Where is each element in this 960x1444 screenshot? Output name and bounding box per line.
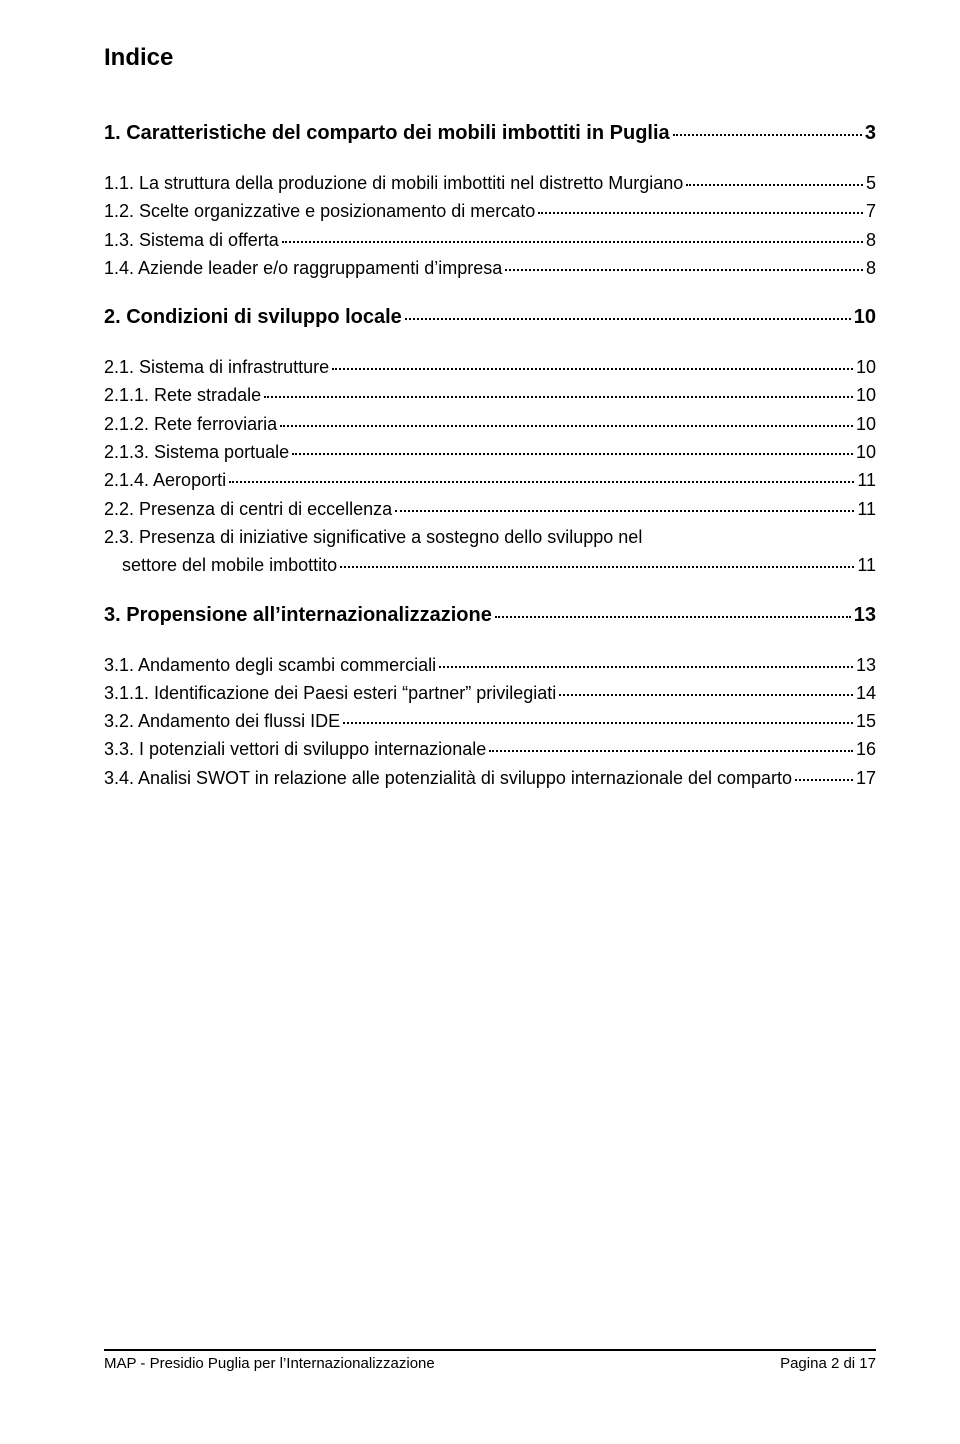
toc-label: 2.3. Presenza di iniziative significativ… [104,525,642,549]
toc-page: 14 [856,681,876,705]
toc-leader [280,425,853,427]
toc-page: 16 [856,737,876,761]
toc-label: 3.2. Andamento dei flussi IDE [104,709,340,733]
footer-divider [104,1349,876,1351]
toc-item-2-2: 2.2. Presenza di centri di eccellenza 11 [104,497,876,521]
toc-page: 13 [854,604,876,627]
toc-label: 3.1. Andamento degli scambi commerciali [104,653,436,677]
toc-page: 8 [866,228,876,252]
toc-item-3-4: 3.4. Analisi SWOT in relazione alle pote… [104,766,876,790]
toc-page: 10 [856,412,876,436]
toc-page: 10 [856,383,876,407]
toc-label: 2. Condizioni di sviluppo locale [104,306,402,329]
toc-item-3-1-1: 3.1.1. Identificazione dei Paesi esteri … [104,681,876,705]
toc-sec-3: 3. Propensione all’internazionalizzazion… [104,604,876,627]
toc-leader [686,184,863,186]
toc-item-2-1: 2.1. Sistema di infrastrutture 10 [104,355,876,379]
toc-item-1-1: 1.1. La struttura della produzione di mo… [104,171,876,195]
toc-label: 2.1.3. Sistema portuale [104,440,289,464]
toc-leader [559,694,853,696]
toc-page: 7 [866,199,876,223]
toc-label: settore del mobile imbottito [122,553,337,577]
toc-item-3-1: 3.1. Andamento degli scambi commerciali … [104,653,876,677]
toc-page: 11 [857,553,876,577]
toc-item-2-1-4: 2.1.4. Aeroporti 11 [104,468,876,492]
toc-leader [395,510,854,512]
footer-left: MAP - Presidio Puglia per l’Internaziona… [104,1355,435,1372]
toc-leader [795,779,853,781]
toc-item-2-1-3: 2.1.3. Sistema portuale 10 [104,440,876,464]
toc-label: 1.1. La struttura della produzione di mo… [104,171,683,195]
toc-leader [489,750,853,752]
toc-label: 2.1.1. Rete stradale [104,383,261,407]
toc-page: 13 [856,653,876,677]
toc-item-1-4: 1.4. Aziende leader e/o raggruppamenti d… [104,256,876,280]
toc-label: 1. Caratteristiche del comparto dei mobi… [104,122,670,145]
toc-leader [343,722,853,724]
toc-label: 3.3. I potenziali vettori di sviluppo in… [104,737,486,761]
toc-label: 3.4. Analisi SWOT in relazione alle pote… [104,766,792,790]
toc-item-2-3-line2: settore del mobile imbottito 11 [104,553,876,577]
toc-label: 1.4. Aziende leader e/o raggruppamenti d… [104,256,502,280]
toc-leader [405,318,851,320]
toc-label: 1.2. Scelte organizzative e posizionamen… [104,199,535,223]
toc-sec-2: 2. Condizioni di sviluppo locale 10 [104,306,876,329]
toc-leader [673,134,862,136]
toc-leader [340,566,854,568]
toc-label: 1.3. Sistema di offerta [104,228,279,252]
toc-leader [229,481,854,483]
toc-label: 2.1. Sistema di infrastrutture [104,355,329,379]
toc-leader [495,616,851,618]
toc-page: 17 [856,766,876,790]
toc-label: 2.1.4. Aeroporti [104,468,226,492]
toc-sec-1: 1. Caratteristiche del comparto dei mobi… [104,122,876,145]
toc-leader [439,666,853,668]
toc-item-1-2: 1.2. Scelte organizzative e posizionamen… [104,199,876,223]
footer-right: Pagina 2 di 17 [780,1355,876,1372]
toc-leader [282,241,863,243]
toc-label: 2.2. Presenza di centri di eccellenza [104,497,392,521]
toc-page: 11 [857,497,876,521]
toc-page: 11 [857,468,876,492]
toc-item-2-1-1: 2.1.1. Rete stradale 10 [104,383,876,407]
toc-page: 3 [865,122,876,145]
toc-page: 10 [856,355,876,379]
page-footer: MAP - Presidio Puglia per l’Internaziona… [104,1349,876,1372]
toc-item-3-3: 3.3. I potenziali vettori di sviluppo in… [104,737,876,761]
toc-leader [505,269,863,271]
toc-page: 10 [854,306,876,329]
toc-item-2-1-2: 2.1.2. Rete ferroviaria 10 [104,412,876,436]
toc-page: 10 [856,440,876,464]
toc-leader [264,396,853,398]
toc-page: 15 [856,709,876,733]
toc-label: 3. Propensione all’internazionalizzazion… [104,604,492,627]
toc-title: Indice [104,44,876,72]
toc-leader [538,212,863,214]
toc-item-2-3-line1: 2.3. Presenza di iniziative significativ… [104,525,876,549]
toc-page: 5 [866,171,876,195]
toc-label: 3.1.1. Identificazione dei Paesi esteri … [104,681,556,705]
toc-leader [292,453,853,455]
toc-label: 2.1.2. Rete ferroviaria [104,412,277,436]
page: Indice 1. Caratteristiche del comparto d… [0,0,960,1444]
toc-page: 8 [866,256,876,280]
toc-item-1-3: 1.3. Sistema di offerta 8 [104,228,876,252]
toc-leader [332,368,853,370]
toc-item-3-2: 3.2. Andamento dei flussi IDE 15 [104,709,876,733]
